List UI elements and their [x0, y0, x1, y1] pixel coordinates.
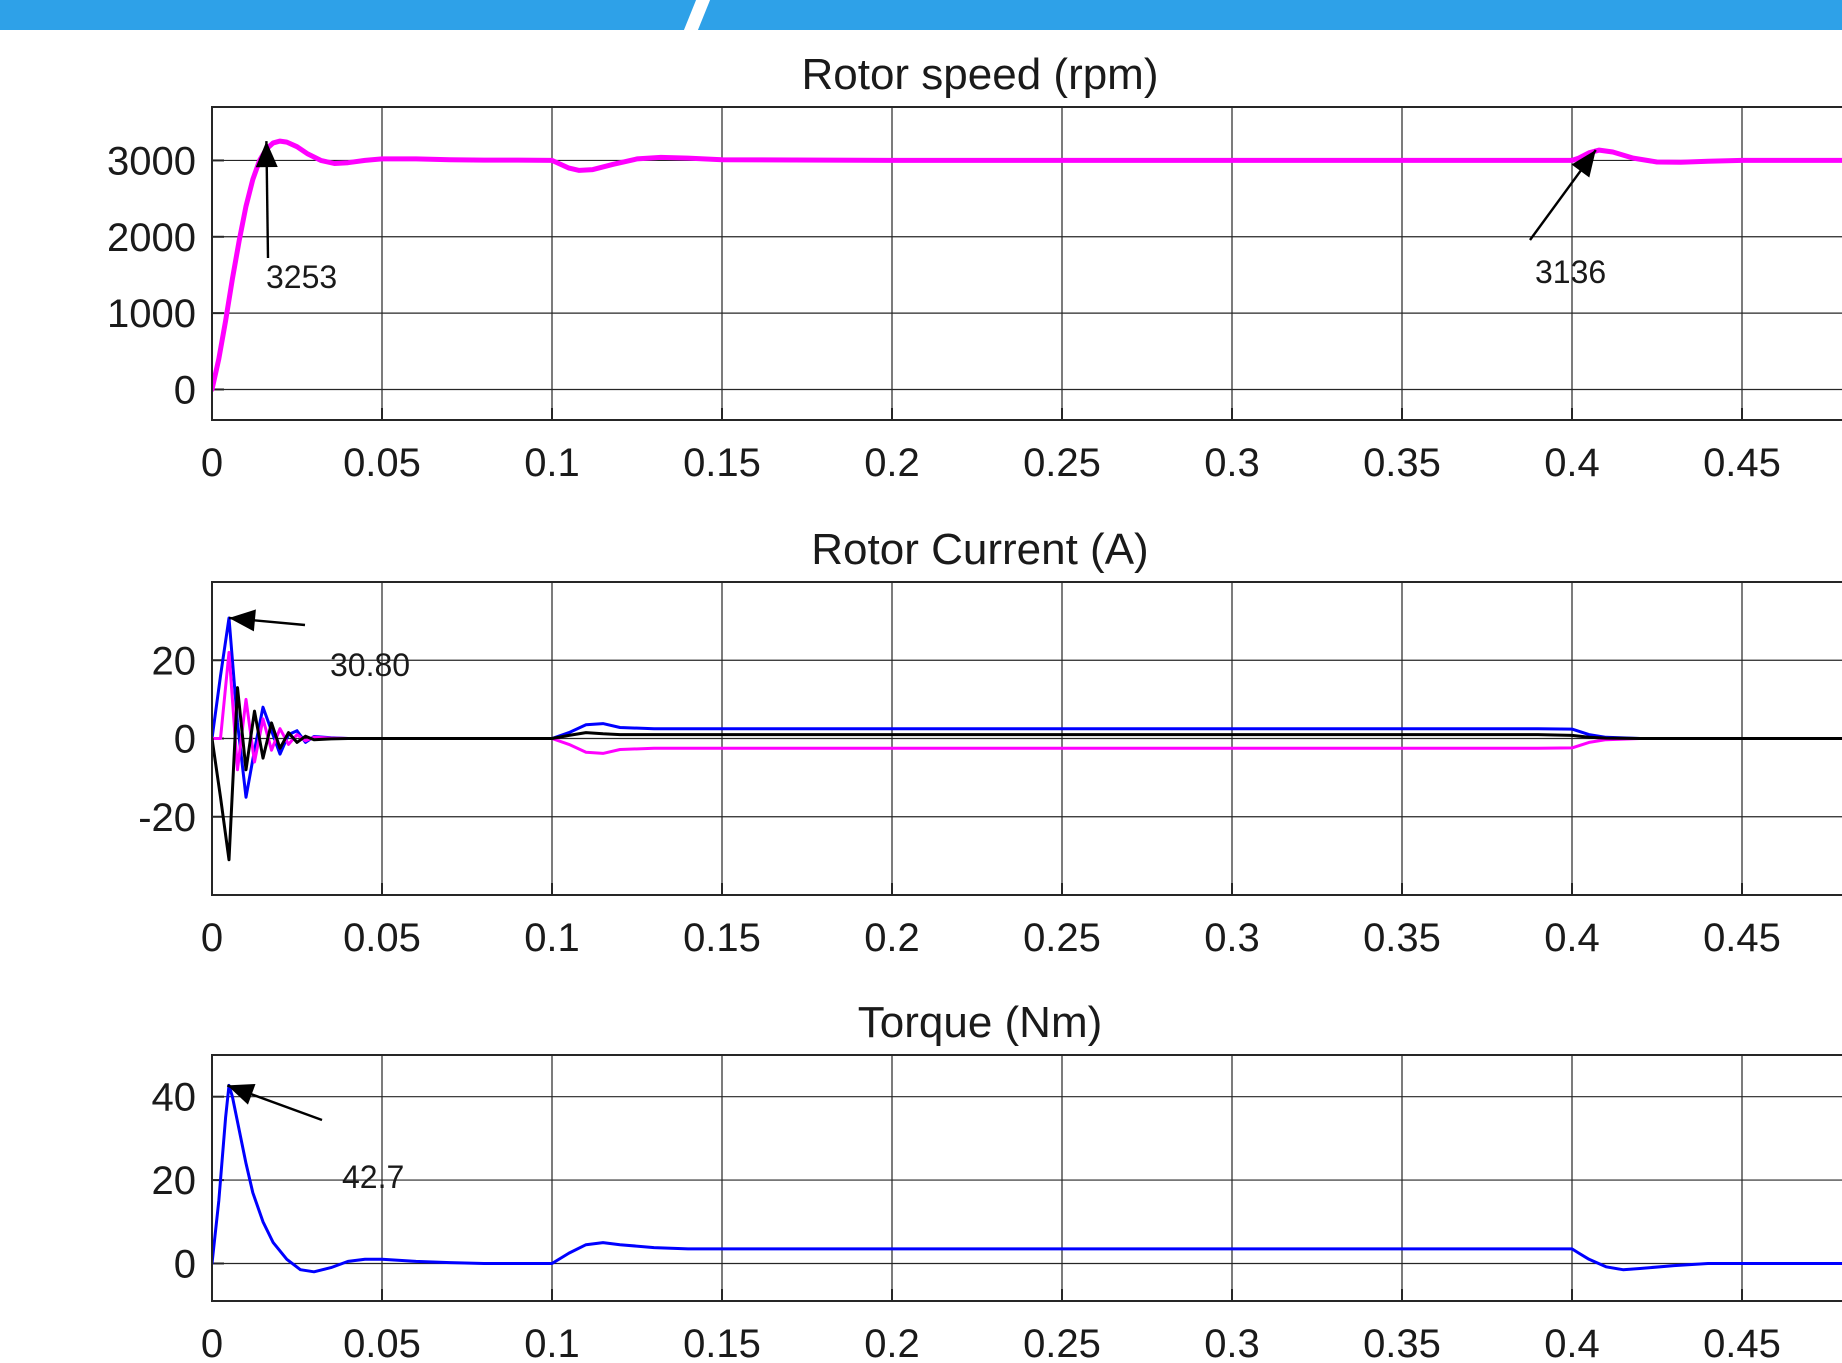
- rotor-speed-title: Rotor speed (rpm): [801, 50, 1158, 99]
- torque-x-tick-label: 0.25: [1023, 1322, 1101, 1363]
- rotor-speed-annotation-arrowhead: [255, 141, 278, 168]
- rotor-current-y-tick-label: -20: [138, 796, 196, 840]
- torque-axes-background: [212, 1055, 1842, 1301]
- rotor-current-axes-box: [211, 581, 1842, 896]
- rotor-speed-x-tick-label: 0.05: [343, 441, 421, 485]
- rotor-current-x-tick-label: 0.35: [1363, 916, 1441, 960]
- rotor-current-series-group: [212, 616, 1842, 862]
- torque-title: Torque (Nm): [858, 998, 1103, 1047]
- rotor-current-x-tick-label: 0.05: [343, 916, 421, 960]
- rotor-current-x-tick-label: 0.45: [1703, 916, 1781, 960]
- torque-x-tick-label: 0.2: [864, 1322, 920, 1363]
- rotor-speed-annotation-label: 3253: [266, 259, 337, 295]
- rotor-current-panel: Rotor Current (A) 0 0.05 0.1 0.15 0.2 0.25 0.3…: [138, 525, 1842, 960]
- rotor-current-x-tick-label: 0.15: [683, 916, 761, 960]
- rotor-current-x-tick-label: 0.3: [1204, 916, 1260, 960]
- torque-x-tick-label: 0.05: [343, 1322, 421, 1363]
- rotor-current-x-tick-label: 0.25: [1023, 916, 1101, 960]
- rotor-speed-x-tick-label: 0.35: [1363, 441, 1441, 485]
- torque-annotation-arrowhead: [227, 1084, 256, 1105]
- rotor-current-annotation-arrowhead: [229, 609, 256, 632]
- torque-x-tick-label: 0.45: [1703, 1322, 1781, 1363]
- rotor-speed-x-tick-label: 0.4: [1544, 441, 1600, 485]
- header-band: [0, 0, 1842, 30]
- torque-x-tick-label: 0.35: [1363, 1322, 1441, 1363]
- torque-y-tick-label: 20: [152, 1159, 197, 1203]
- rotor-current-x-tick-label: 0.4: [1544, 916, 1600, 960]
- rotor-current-series-2-line: [212, 686, 1842, 862]
- rotor-speed-x-tick-label: 0.1: [524, 441, 580, 485]
- torque-y-tick-label: 0: [174, 1242, 196, 1286]
- rotor-speed-y-tick-label: 0: [174, 368, 196, 412]
- rotor-current-title: Rotor Current (A): [811, 525, 1148, 574]
- torque-x-tick-label: 0.3: [1204, 1322, 1260, 1363]
- torque-x-tick-label: 0.15: [683, 1322, 761, 1363]
- rotor-speed-y-tick-label: 3000: [107, 139, 196, 183]
- torque-series-group: [212, 1083, 1842, 1274]
- torque-y-tick-label: 40: [152, 1076, 197, 1120]
- torque-x-tick-label: 0.4: [1544, 1322, 1600, 1363]
- rotor-speed-x-tick-label: 0.25: [1023, 441, 1101, 485]
- rotor-current-x-tick-label: 0: [201, 916, 223, 960]
- rotor-speed-x-tick-label: 0.45: [1703, 441, 1781, 485]
- rotor-speed-x-tick-label: 0.15: [683, 441, 761, 485]
- rotor-speed-axes-box: [211, 106, 1842, 421]
- rotor-speed-x-tick-label: 0.2: [864, 441, 920, 485]
- rotor-current-x-tick-label: 0.1: [524, 916, 580, 960]
- torque-x-tick-label: 0: [201, 1322, 223, 1363]
- rotor-speed-annotation-label: 3136: [1535, 254, 1606, 290]
- rotor-speed-y-tick-label: 1000: [107, 292, 196, 336]
- torque-annotation-label: 42.7: [342, 1159, 404, 1195]
- rotor-speed-x-tick-label: 0: [201, 441, 223, 485]
- rotor-speed-y-tick-label: 2000: [107, 216, 196, 260]
- rotor-speed-annotation-arrowhead: [1571, 150, 1596, 178]
- rotor-current-annotation-label: 30.80: [330, 647, 410, 683]
- rotor-current-x-tick-label: 0.2: [864, 916, 920, 960]
- rotor-speed-x-tick-label: 0.3: [1204, 441, 1260, 485]
- torque-panel: Torque (Nm) 0 0.05 0.1 0.15 0.2 0.25 0.3 0.35 0.…: [152, 998, 1842, 1363]
- torque-x-tick-label: 0.1: [524, 1322, 580, 1363]
- torque-axes-box: [211, 1054, 1842, 1302]
- rotor-speed-panel: Rotor speed (rpm) 0 0.05 0.1 0.15 0.2 0.25 0.3…: [107, 50, 1842, 485]
- torque-series-0-line: [212, 1083, 1842, 1274]
- rotor-current-y-tick-label: 0: [174, 718, 196, 762]
- rotor-current-y-tick-label: 20: [152, 639, 197, 683]
